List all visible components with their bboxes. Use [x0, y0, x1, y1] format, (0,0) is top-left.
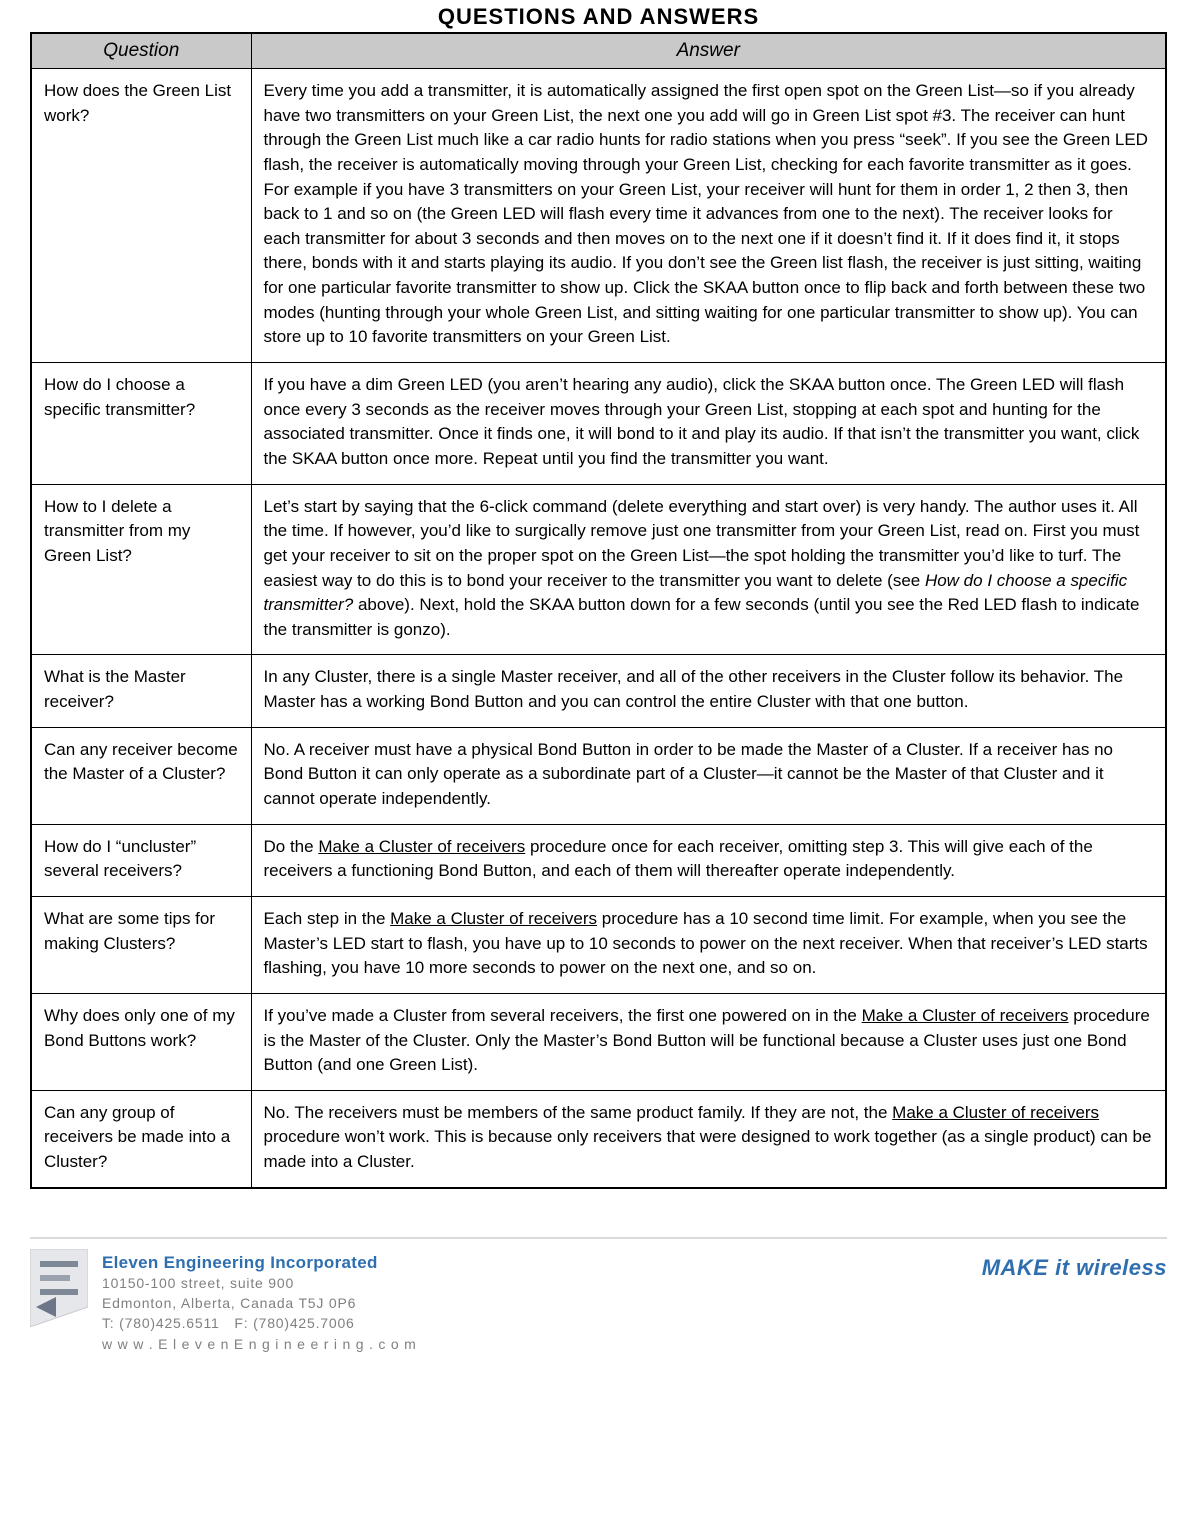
table-row: How do I “uncluster” several receivers?D…: [31, 824, 1166, 896]
answer-cell: No. The receivers must be members of the…: [251, 1090, 1166, 1187]
column-header-question: Question: [31, 33, 251, 69]
question-cell: What is the Master receiver?: [31, 655, 251, 727]
column-header-answer: Answer: [251, 33, 1166, 69]
table-row: How does the Green List work?Every time …: [31, 69, 1166, 363]
footer-divider: [30, 1237, 1167, 1239]
table-row: Why does only one of my Bond Buttons wor…: [31, 993, 1166, 1090]
table-row: How to I delete a transmitter from my Gr…: [31, 484, 1166, 655]
table-row: Can any group of receivers be made into …: [31, 1090, 1166, 1187]
answer-cell: If you’ve made a Cluster from several re…: [251, 993, 1166, 1090]
company-address-line-1: 10150-100 street, suite 900: [102, 1273, 417, 1293]
question-cell: Can any group of receivers be made into …: [31, 1090, 251, 1187]
company-name: Eleven Engineering Incorporated: [102, 1253, 417, 1273]
table-row: How do I choose a specific transmitter?I…: [31, 363, 1166, 485]
table-row: Can any receiver become the Master of a …: [31, 727, 1166, 824]
table-row: What is the Master receiver?In any Clust…: [31, 655, 1166, 727]
question-cell: What are some tips for making Clusters?: [31, 896, 251, 993]
company-tagline: MAKE it wireless: [982, 1249, 1167, 1281]
question-cell: How does the Green List work?: [31, 69, 251, 363]
answer-cell: Let’s start by saying that the 6-click c…: [251, 484, 1166, 655]
answer-cell: In any Cluster, there is a single Master…: [251, 655, 1166, 727]
answer-cell: No. A receiver must have a physical Bond…: [251, 727, 1166, 824]
page-title: QUESTIONS AND ANSWERS: [30, 4, 1167, 30]
company-website: w w w . E l e v e n E n g i n e e r i n …: [102, 1334, 417, 1354]
question-cell: How to I delete a transmitter from my Gr…: [31, 484, 251, 655]
tagline-make: MAKE: [982, 1255, 1049, 1280]
answer-cell: If you have a dim Green LED (you aren’t …: [251, 363, 1166, 485]
table-row: What are some tips for making Clusters?E…: [31, 896, 1166, 993]
answer-cell: Every time you add a transmitter, it is …: [251, 69, 1166, 363]
question-cell: How do I “uncluster” several receivers?: [31, 824, 251, 896]
page-footer: Eleven Engineering Incorporated 10150-10…: [30, 1249, 1167, 1354]
question-cell: Can any receiver become the Master of a …: [31, 727, 251, 824]
company-address-line-2: Edmonton, Alberta, Canada T5J 0P6: [102, 1293, 417, 1313]
company-phones: T: (780)425.6511 F: (780)425.7006: [102, 1313, 417, 1333]
tagline-rest: it wireless: [1048, 1255, 1167, 1280]
qa-table: Question Answer How does the Green List …: [30, 32, 1167, 1189]
question-cell: How do I choose a specific transmitter?: [31, 363, 251, 485]
company-logo-icon: [30, 1249, 88, 1327]
answer-cell: Do the Make a Cluster of receivers proce…: [251, 824, 1166, 896]
question-cell: Why does only one of my Bond Buttons wor…: [31, 993, 251, 1090]
answer-cell: Each step in the Make a Cluster of recei…: [251, 896, 1166, 993]
